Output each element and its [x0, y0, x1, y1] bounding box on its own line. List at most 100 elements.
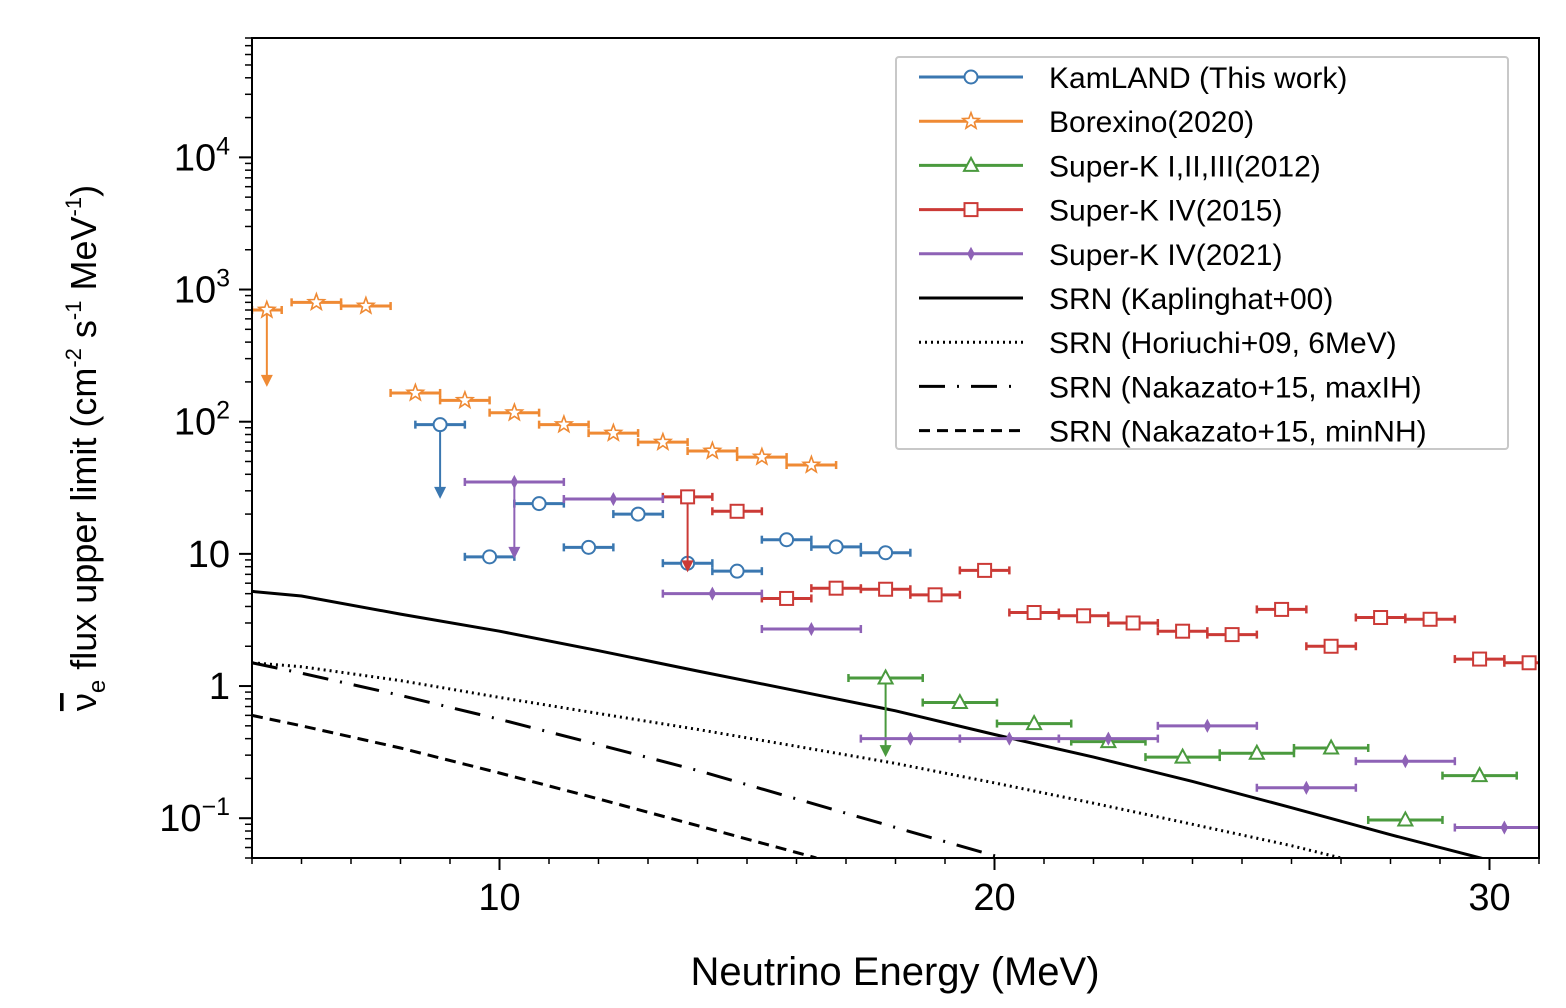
legend-item-8: SRN (Nakazato+15, minNH) — [919, 416, 1427, 449]
point-3-10 — [1175, 623, 1191, 639]
point-1-7 — [603, 422, 624, 442]
legend-label-6: SRN (Horiuchi+09, 6MeV) — [1049, 327, 1397, 360]
theory-curves — [252, 589, 1487, 858]
legend-marker-3 — [963, 202, 979, 218]
point-4-10 — [1500, 820, 1509, 835]
point-3-13 — [1323, 638, 1339, 654]
point-0-9 — [878, 545, 894, 561]
series-2 — [847, 668, 1518, 827]
point-3-0 — [680, 489, 696, 505]
series-3 — [661, 489, 1539, 671]
arrow-head-4-0 — [508, 546, 521, 559]
point-0-8 — [828, 539, 844, 555]
point-2-2 — [1025, 713, 1043, 731]
y-tick-label: 1 — [209, 666, 230, 708]
x-axis-title: Neutrino Energy (MeV) — [690, 950, 1099, 994]
point-3-2 — [779, 590, 795, 606]
point-3-4 — [878, 581, 894, 597]
y-tick-label: 104 — [174, 132, 230, 179]
point-1-11 — [801, 454, 822, 474]
point-3-5 — [927, 587, 943, 603]
legend-marker-2 — [962, 155, 980, 172]
point-0-2 — [531, 496, 547, 512]
arrow-head-1-0 — [260, 374, 273, 387]
point-4-1 — [609, 491, 618, 507]
point-3-12 — [1274, 601, 1290, 617]
point-3-15 — [1422, 611, 1438, 627]
curve-5 — [252, 589, 1487, 858]
legend-item-3: Super-K IV(2015) — [919, 195, 1282, 228]
point-2-7 — [1396, 810, 1415, 827]
point-2-1 — [951, 692, 969, 710]
curve-7 — [252, 661, 1011, 858]
point-1-1 — [306, 291, 327, 312]
legend-label-0: KamLAND (This work) — [1049, 62, 1347, 95]
legend-item-0: KamLAND (This work) — [919, 62, 1347, 95]
y-tick-label: 10−1 — [159, 793, 230, 840]
legend-item-1: Borexino(2020) — [919, 106, 1254, 139]
point-4-9 — [1401, 754, 1410, 769]
legend-label-4: Super-K IV(2021) — [1049, 239, 1282, 272]
point-4-2 — [708, 586, 717, 601]
point-1-2 — [355, 295, 377, 315]
y-axis-title-text: νe flux upper limit (cm-2 s-1 MeV-1) — [61, 185, 111, 711]
arrow-head-2-0 — [879, 745, 892, 758]
point-3-11 — [1224, 627, 1240, 643]
x-tick-label: 20 — [973, 877, 1015, 919]
point-4-6 — [1104, 731, 1113, 746]
point-1-8 — [652, 431, 674, 452]
point-4-4 — [906, 731, 915, 746]
legend-label-7: SRN (Nakazato+15, maxIH) — [1049, 371, 1422, 404]
x-tick-label: 10 — [478, 877, 520, 919]
legend: KamLAND (This work) Borexino(2020) Super-K… — [895, 56, 1509, 450]
arrow-head-0-0 — [434, 486, 447, 499]
point-0-1 — [482, 549, 498, 565]
legend-label-8: SRN (Nakazato+15, minNH) — [1049, 416, 1427, 449]
point-0-3 — [581, 539, 597, 555]
series-1 — [252, 291, 838, 474]
point-3-16 — [1472, 651, 1488, 667]
point-0-0 — [432, 417, 448, 433]
point-1-0 — [256, 299, 278, 319]
y-tick-label: 103 — [174, 265, 230, 312]
legend-item-2: Super-K I,II,III(2012) — [919, 150, 1321, 183]
point-3-9 — [1125, 615, 1141, 631]
point-2-8 — [1470, 766, 1489, 783]
point-3-1 — [729, 503, 745, 519]
legend-item-7: SRN (Nakazato+15, maxIH) — [919, 371, 1422, 404]
point-0-6 — [729, 563, 745, 579]
point-4-8 — [1302, 780, 1311, 795]
legend-item-5: SRN (Kaplinghat+00) — [919, 283, 1333, 316]
point-4-0 — [510, 474, 519, 490]
y-axis-title: νe flux upper limit (cm-2 s-1 MeV-1) — [61, 185, 111, 711]
legend-marker-4 — [967, 246, 975, 261]
arrow-head-3-0 — [681, 560, 694, 573]
point-1-4 — [454, 389, 476, 410]
point-4-3 — [807, 621, 816, 637]
legend-marker-1 — [960, 110, 982, 130]
series-4 — [463, 474, 1539, 835]
point-1-6 — [553, 413, 575, 434]
legend-label-3: Super-K IV(2015) — [1049, 195, 1282, 228]
point-0-7 — [779, 532, 795, 548]
point-2-4 — [1173, 747, 1192, 764]
point-4-7 — [1203, 718, 1212, 733]
point-1-5 — [504, 401, 525, 422]
legend-label-5: SRN (Kaplinghat+00) — [1049, 283, 1333, 316]
point-1-9 — [702, 440, 723, 460]
point-3-6 — [977, 562, 993, 578]
point-1-3 — [405, 382, 426, 402]
curve-8 — [252, 713, 817, 858]
point-3-14 — [1373, 610, 1389, 626]
axis-ticks: 10 20 30 10−1 1 10 102 103 104 — [159, 37, 1540, 919]
legend-label-1: Borexino(2020) — [1049, 106, 1254, 139]
legend-item-6: SRN (Horiuchi+09, 6MeV) — [919, 327, 1397, 360]
legend-item-4: Super-K IV(2021) — [919, 239, 1282, 272]
legend-marker-0 — [963, 69, 979, 85]
point-3-7 — [1026, 605, 1042, 621]
point-4-5 — [1005, 731, 1014, 746]
point-3-8 — [1076, 608, 1092, 624]
x-tick-label: 30 — [1468, 877, 1510, 919]
data-series — [252, 291, 1539, 835]
